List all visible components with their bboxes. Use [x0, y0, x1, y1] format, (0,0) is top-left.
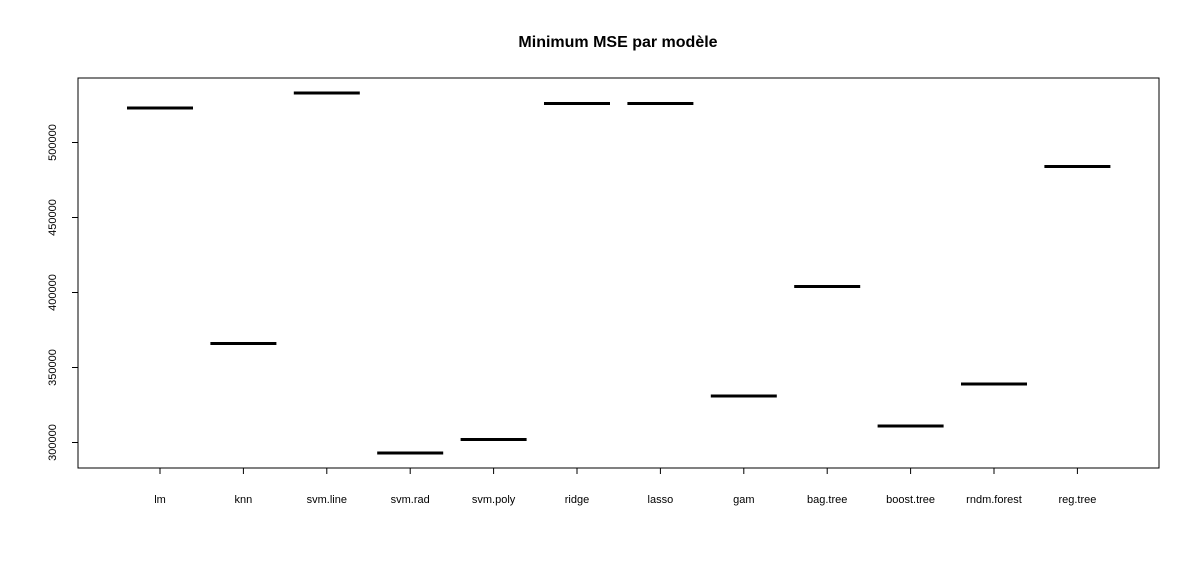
x-tick-label: boost.tree	[886, 494, 935, 506]
y-tick-label: 350000	[47, 349, 59, 386]
y-tick-label: 400000	[47, 274, 59, 311]
x-tick-label: lasso	[648, 494, 674, 506]
y-axis: 300000 350000 400000 450000 500000	[47, 124, 78, 461]
x-tick-label: svm.rad	[391, 494, 430, 506]
x-tick-label: ridge	[565, 494, 589, 506]
x-tick-label: rndm.forest	[966, 494, 1022, 506]
x-tick-label: svm.poly	[472, 494, 516, 506]
x-tick-label: svm.line	[307, 494, 347, 506]
x-tick-label: reg.tree	[1058, 494, 1096, 506]
chart-title: Minimum MSE par modèle	[518, 34, 717, 51]
y-tick-label: 500000	[47, 124, 59, 161]
x-tick-label: lm	[154, 494, 166, 506]
plot-frame	[77, 77, 1160, 469]
x-axis: lm knn svm.line svm.rad svm.poly ridge lasso ga…	[154, 468, 1096, 506]
x-tick-label: knn	[235, 494, 253, 506]
y-tick-label: 300000	[47, 424, 59, 461]
x-tick-label: gam	[733, 494, 754, 506]
x-tick-label: bag.tree	[807, 494, 847, 506]
y-tick-label: 450000	[47, 199, 59, 236]
data-marks	[127, 91, 1111, 455]
